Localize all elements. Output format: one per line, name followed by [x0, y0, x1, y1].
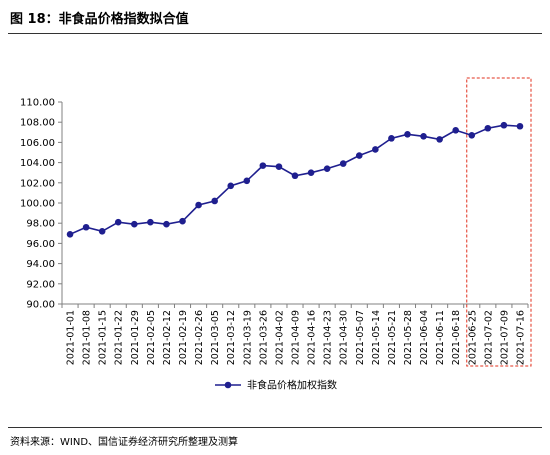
x-tick-label: 2021-07-16	[515, 310, 526, 365]
x-tick-label: 2021-04-30	[339, 310, 350, 365]
data-point	[66, 231, 74, 238]
data-point	[516, 122, 524, 130]
data-point	[323, 165, 331, 172]
legend: 非食品价格加权指数	[215, 379, 337, 392]
x-tick-label: 2021-05-28	[403, 310, 414, 365]
y-tick-label: 100.00	[20, 199, 55, 210]
y-tick-label: 98.00	[26, 219, 55, 230]
data-point	[195, 201, 202, 209]
highlight-rect	[466, 77, 532, 367]
x-tick-label: 2021-04-09	[291, 310, 302, 365]
y-tick-label: 102.00	[20, 178, 55, 189]
x-tick-label: 2021-04-23	[323, 310, 334, 365]
y-tick-label: 104.00	[20, 158, 55, 169]
title-rule	[8, 33, 542, 34]
x-tick-label: 2021-01-15	[98, 310, 109, 365]
data-point	[131, 220, 138, 228]
data-point	[243, 177, 251, 185]
data-point	[307, 169, 315, 176]
legend-label: 非食品价格加权指数	[247, 379, 337, 392]
x-tick-label: 2021-04-16	[307, 310, 318, 365]
data-point	[147, 218, 154, 226]
highlight-box	[466, 77, 532, 367]
data-point	[291, 172, 299, 180]
source-note: 资料来源：WIND、国信证券经济研究所整理及测算	[10, 437, 239, 448]
data-point	[339, 160, 347, 167]
x-axis: 2021-01-01 2021-01-08 2021-01-15 2021-01-22…	[61, 303, 529, 365]
x-tick-label: 2021-02-05	[146, 310, 157, 365]
x-tick-label: 2021-05-21	[387, 310, 398, 365]
data-point	[98, 227, 106, 235]
data-point	[259, 162, 267, 169]
data-point	[372, 146, 379, 153]
x-tick-label: 2021-06-25	[467, 310, 478, 365]
data-point	[388, 135, 395, 142]
y-tick-label: 110.00	[20, 98, 55, 109]
x-tick-label: 2021-05-14	[371, 310, 382, 365]
x-tick-label: 2021-06-04	[419, 310, 430, 365]
data-point	[227, 182, 235, 190]
data-point	[211, 197, 218, 205]
data-point	[468, 132, 476, 139]
x-tick-label: 2021-02-19	[178, 310, 189, 365]
legend-marker	[224, 381, 232, 389]
x-tick-label: 2021-02-12	[162, 310, 173, 365]
data-point	[275, 163, 283, 170]
data-point	[404, 131, 411, 138]
x-tick-label: 2021-02-26	[194, 310, 205, 365]
x-tick-label: 2021-03-12	[226, 310, 237, 365]
x-tick-label: 2021-01-01	[66, 310, 77, 365]
x-tick-label: 2021-07-09	[499, 310, 510, 365]
y-axis: 90.00 92.00 94.00 96.00 98.00 100.00 102.00 104…	[20, 98, 63, 311]
x-tick-label: 2021-01-08	[82, 310, 93, 365]
data-point	[500, 121, 508, 129]
data-point	[82, 223, 90, 231]
data-point	[179, 217, 186, 225]
series-line	[69, 124, 521, 236]
y-tick-label: 92.00	[26, 279, 55, 290]
data-point	[114, 218, 122, 226]
data-point	[163, 220, 170, 228]
y-tick-label: 106.00	[20, 138, 55, 149]
y-tick-label: 90.00	[26, 300, 55, 311]
data-point	[420, 133, 427, 140]
x-tick-label: 2021-01-29	[130, 310, 141, 365]
data-point	[452, 126, 459, 134]
y-tick-label: 108.00	[20, 118, 55, 129]
x-tick-label: 2021-04-02	[274, 310, 285, 365]
y-tick-label: 94.00	[26, 259, 55, 270]
x-tick-label: 2021-03-19	[242, 310, 253, 365]
series-layer	[66, 121, 524, 238]
x-tick-label: 2021-06-18	[451, 310, 462, 365]
x-tick-label: 2021-01-22	[114, 310, 125, 365]
data-point	[355, 152, 363, 159]
x-tick-label: 2021-03-05	[210, 310, 221, 365]
source-rule	[8, 427, 542, 428]
x-tick-label: 2021-03-26	[258, 310, 269, 365]
x-tick-label: 2021-07-02	[483, 310, 494, 365]
figure-title: 图 18：非食品价格指数拟合值	[10, 12, 189, 27]
y-tick-label: 96.00	[26, 239, 55, 250]
x-tick-label: 2021-05-07	[355, 310, 366, 365]
data-point	[484, 124, 492, 132]
x-tick-label: 2021-06-11	[435, 310, 446, 365]
data-point	[436, 136, 443, 143]
